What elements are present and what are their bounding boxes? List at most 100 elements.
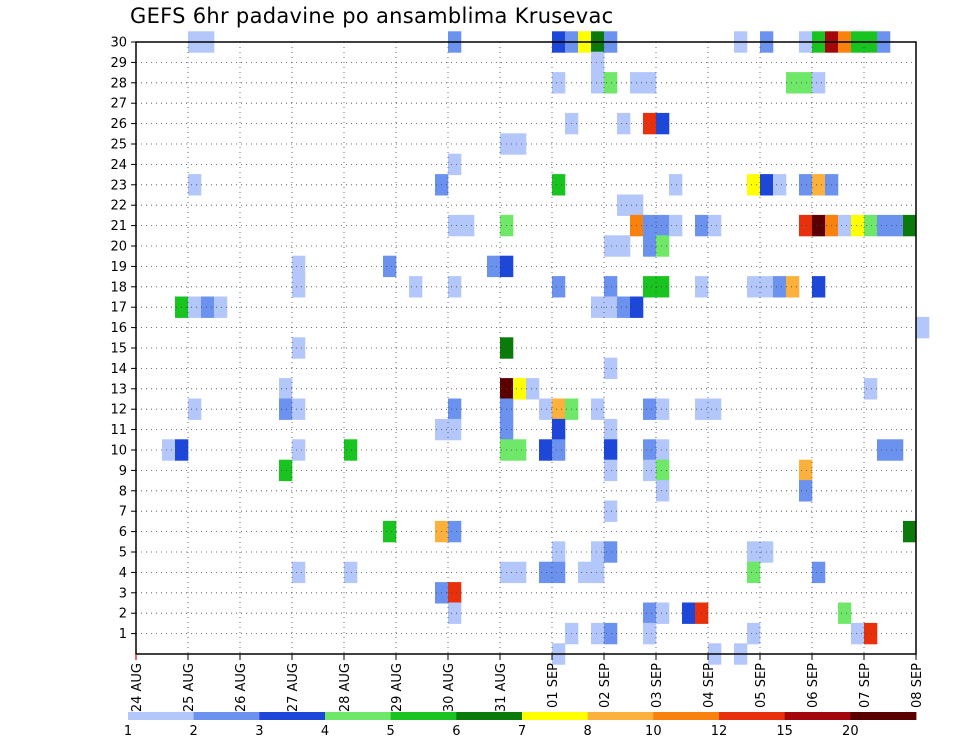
heatmap-cell [591,541,605,563]
x-tick-label: 02 SEP [598,663,613,708]
heatmap-cell [747,174,761,196]
heatmap-cell [643,72,657,94]
heatmap-cell [656,276,670,298]
heatmap-cells [162,31,930,665]
heatmap-cell [604,296,618,318]
y-tick-label: 27 [110,97,127,112]
colorbar-swatch [128,712,195,720]
x-tick-label: 08 SEP [910,663,925,708]
heatmap-cell [214,296,228,318]
y-tick-label: 30 [110,36,127,51]
heatmap-cell [773,276,787,298]
heatmap-cell [552,174,566,196]
heatmap-cell [669,174,683,196]
heatmap-cell [786,276,800,298]
colorbar-label: 5 [387,724,395,739]
heatmap-cell [292,276,306,298]
heatmap-cell [448,214,462,237]
y-tick-label: 16 [110,321,127,336]
y-tick-label: 25 [110,138,127,153]
heatmap-cell [864,214,878,237]
heatmap-cell [643,459,657,482]
x-tick-label: 27 AUG [286,663,301,712]
heatmap-cell [591,561,605,584]
y-tick-label: 24 [110,158,127,173]
heatmap-cell [604,72,618,94]
colorbar-swatch [850,712,917,720]
heatmap-cell [643,214,657,237]
colorbar-swatch [325,712,392,720]
heatmap-cell [643,112,657,135]
y-tick-label: 4 [119,566,127,581]
heatmap-cell [292,561,306,584]
y-tick-label: 15 [110,342,127,357]
y-tick-label: 17 [110,301,127,316]
colorbar-swatch [193,712,260,720]
y-tick-label: 2 [119,607,127,622]
heatmap-cell [708,214,722,237]
heatmap-cell [383,255,397,278]
heatmap-cell [643,602,657,624]
heatmap-cell [552,276,566,298]
colorbar-swatch [259,712,326,720]
colorbar-swatch [784,712,851,720]
x-tick-label: 24 AUG [130,663,145,712]
heatmap-cell [851,214,865,237]
heatmap-cell [773,174,787,196]
colorbar-label: 8 [584,724,592,739]
heatmap-cell [591,398,605,420]
heatmap-cell [292,398,306,420]
x-tick-label: 05 SEP [754,663,769,708]
heatmap-cell [656,235,670,257]
heatmap-cell [513,133,527,155]
heatmap-cell [643,622,657,645]
heatmap-cell [552,72,566,94]
heatmap-cell [643,398,657,420]
y-tick-label: 18 [110,280,127,295]
heatmap-cell [591,296,605,318]
heatmap-cell [864,378,878,400]
heatmap-cell [604,622,618,645]
heatmap-cell [513,561,527,584]
heatmap-cell [656,480,670,502]
heatmap-cell [604,418,618,441]
heatmap-cell [539,439,553,461]
heatmap-cell [799,174,813,196]
colorbar-label: 20 [842,724,859,739]
heatmap-cell [513,378,527,400]
heatmap-cell [578,561,592,584]
heatmap-cell [903,214,917,237]
heatmap-cell [604,541,618,563]
y-tick-label: 5 [119,546,127,561]
heatmap-cell [201,296,215,318]
x-tick-label: 29 AUG [390,663,405,712]
heatmap-cell [552,398,566,420]
heatmap-cell [604,235,618,257]
heatmap-cell [591,622,605,645]
heatmap-cell [708,398,722,420]
heatmap-cell [656,439,670,461]
heatmap-cell [526,378,540,400]
heatmap-cell [643,439,657,461]
heatmap-cell [617,235,631,257]
heatmap-cell [591,51,605,74]
heatmap-cell [539,398,553,420]
heatmap-cell [747,622,761,645]
heatmap-cell [513,439,527,461]
heatmap-cell [292,255,306,278]
y-tick-label: 12 [110,403,127,418]
heatmap-cell [461,214,475,237]
heatmap-cell [604,357,618,380]
heatmap-cell [487,255,501,278]
heatmap-cell [812,561,826,584]
heatmap-cell [448,276,462,298]
heatmap-cell [643,235,657,257]
colorbar-label: 2 [190,724,198,739]
heatmap-cell [799,214,813,237]
y-tick-label: 10 [110,444,127,459]
grid-lines [136,41,916,654]
heatmap-cell [877,439,891,461]
x-tick-label: 26 AUG [234,663,249,712]
x-tick-label: 28 AUG [338,663,353,712]
